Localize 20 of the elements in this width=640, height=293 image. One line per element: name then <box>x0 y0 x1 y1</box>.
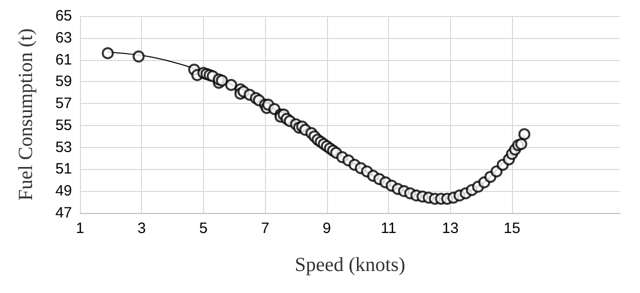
y-tick-label: 53 <box>55 138 72 156</box>
y-tick-label: 51 <box>55 160 72 178</box>
x-tick-label: 15 <box>504 220 520 237</box>
y-axis-title: Fuel Consumption (t) <box>15 28 37 201</box>
y-tick-label: 63 <box>55 29 72 46</box>
y-tick-label: 65 <box>55 8 72 24</box>
x-axis-title: Speed (knots) <box>294 254 406 276</box>
y-tick-label: 49 <box>55 182 72 200</box>
y-tick-label: 59 <box>55 73 72 90</box>
y-tick-label: 55 <box>55 116 72 134</box>
x-tick-label: 7 <box>260 220 270 237</box>
y-tick-label: 47 <box>55 204 72 222</box>
x-tick-label: 9 <box>322 220 332 237</box>
x-tick-label: 13 <box>442 220 459 237</box>
x-tick-label: 3 <box>138 220 146 237</box>
y-tick-label: 61 <box>55 51 72 68</box>
y-tick-label: 57 <box>55 95 72 112</box>
x-tick-label: 11 <box>380 220 396 237</box>
x-tick-label: 1 <box>76 220 84 237</box>
x-tick-label: 5 <box>199 220 208 237</box>
